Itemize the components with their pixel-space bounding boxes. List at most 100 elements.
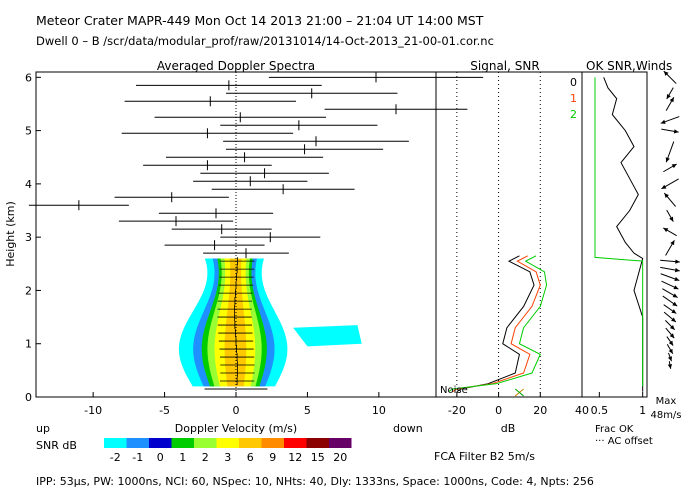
snr-legend-2: 2 xyxy=(570,108,577,121)
wind-arrow-head xyxy=(672,301,678,307)
colorbar-tick-label: -2 xyxy=(110,451,121,464)
snr-marks: 0 1 2 xyxy=(448,72,577,397)
snr-x-tick-label: -20 xyxy=(448,404,466,417)
snr-legend-1: 1 xyxy=(570,92,577,105)
snr-series-0 xyxy=(456,255,535,393)
snr-x-label: dB xyxy=(501,422,516,435)
wind-arrow-head xyxy=(663,227,669,233)
header-path: Dwell 0 – B /scr/data/modular_prof/raw/2… xyxy=(36,34,494,48)
wind-arrow-head xyxy=(671,309,677,314)
colorbar-tick-label: 0 xyxy=(157,451,164,464)
colorbar-tick-label: 3 xyxy=(224,451,231,464)
x-tick-label: 10 xyxy=(372,404,386,417)
y-tick-label: 1 xyxy=(25,338,32,351)
wind-arrow-head xyxy=(664,193,669,198)
wind-arrow-head xyxy=(674,276,680,282)
y-tick-label: 4 xyxy=(25,178,32,191)
colorbar-tick-label: 1 xyxy=(179,451,186,464)
down-label: down xyxy=(393,422,423,435)
wind-arrow-head xyxy=(666,94,671,100)
max-label: Max xyxy=(656,396,677,407)
y-axis-label: Height (km) xyxy=(4,201,17,267)
frac-series xyxy=(594,77,644,387)
snr-x-tick-label: 20 xyxy=(533,404,547,417)
colorbar-tick-label: 20 xyxy=(333,451,347,464)
wind-marks xyxy=(594,70,680,392)
colorbar-swatch xyxy=(194,438,217,448)
y-tick-label: 0 xyxy=(25,391,32,404)
wind-arrow-head xyxy=(667,356,673,362)
colorbar-tick-label: 9 xyxy=(269,451,276,464)
frac-ok-label: Frac OK xyxy=(595,424,634,435)
frac-series xyxy=(603,77,644,392)
colorbar-swatch xyxy=(104,438,127,448)
snr-x-tick-label: 40 xyxy=(575,404,589,417)
wind-arrow-head xyxy=(668,340,674,346)
spectra-snr-field xyxy=(178,258,362,387)
snr-title: Signal, SNR xyxy=(470,59,539,73)
snr-x-tick-label: 0 xyxy=(495,404,502,417)
up-label: up xyxy=(36,422,50,435)
frac-x-tick-label: 1 xyxy=(639,404,646,417)
x-tick-label: -10 xyxy=(84,404,102,417)
colorbar-tick-label: 15 xyxy=(311,451,325,464)
colorbar-swatch xyxy=(216,438,239,448)
snr-legend-0: 0 xyxy=(570,76,577,89)
colorbar-swatch xyxy=(261,438,284,448)
wind-arrow-head xyxy=(665,157,670,163)
wind-arrow-head xyxy=(661,184,667,189)
wind-arrow-head xyxy=(669,333,675,339)
wind-arrow-head xyxy=(667,364,673,369)
wind-arrow-head xyxy=(674,267,680,273)
snr-wing xyxy=(293,325,362,347)
colorbar-tick-label: 12 xyxy=(288,451,302,464)
footer-params: IPP: 53μs, PW: 1000ns, NCI: 60, NSpec: 1… xyxy=(36,475,594,488)
colorbar-swatch xyxy=(126,438,149,448)
colorbar: -2 -1 0 1 2 3 6 9 12 15 20 xyxy=(104,438,352,464)
colorbar-swatch xyxy=(306,438,329,448)
wind-arrow-head xyxy=(670,240,675,246)
y-tick-label: 6 xyxy=(25,71,32,84)
frac-x-tick-label: 0.5 xyxy=(591,404,609,417)
header-title: Meteor Crater MAPR-449 Mon Oct 14 2013 2… xyxy=(36,13,484,28)
noise-mark xyxy=(514,388,524,397)
snr-contour xyxy=(224,258,247,387)
wind-arrow-head xyxy=(673,285,679,290)
colorbar-tick-label: -1 xyxy=(132,451,143,464)
wind-arrow-head xyxy=(668,348,673,354)
colorbar-tick-label: 6 xyxy=(247,451,254,464)
snr-series-2 xyxy=(448,255,548,393)
spectra-title: Averaged Doppler Spectra xyxy=(157,59,315,73)
x-tick-label: 5 xyxy=(304,404,311,417)
wind-arrow-head xyxy=(675,259,680,264)
colorbar-swatch xyxy=(239,438,262,448)
y-tick-label: 2 xyxy=(25,284,32,297)
noise-label: Noise xyxy=(440,385,468,396)
wind-arrow-head xyxy=(671,317,676,323)
x-tick-label: -5 xyxy=(159,404,170,417)
x-axis-label: Doppler Velocity (m/s) xyxy=(175,422,297,435)
wind-arrow-head xyxy=(663,71,669,76)
max-value: 48m/s xyxy=(650,410,681,421)
frac-frame xyxy=(581,71,648,398)
winds-title: OK SNR,Winds xyxy=(586,59,672,73)
wind-arrow-head xyxy=(660,119,666,124)
wind-arrow-head xyxy=(671,164,677,169)
wind-arrow-head xyxy=(673,129,679,134)
wind-arrow-head xyxy=(669,216,674,222)
colorbar-label: SNR dB xyxy=(36,439,77,452)
colorbar-swatch xyxy=(149,438,172,448)
wind-arrow-head xyxy=(669,325,675,330)
colorbar-swatch xyxy=(284,438,307,448)
colorbar-tick-label: 2 xyxy=(202,451,209,464)
colorbar-swatch xyxy=(329,438,352,448)
colorbar-swatch xyxy=(171,438,194,448)
x-tick-label: 0 xyxy=(233,404,240,417)
fca-filter-label: FCA Filter B2 5m/s xyxy=(434,450,535,463)
y-tick-label: 5 xyxy=(25,125,32,138)
ac-offset-label: ··· AC offset xyxy=(595,436,653,447)
wind-arrow-head xyxy=(672,293,678,298)
wind-arrow-head xyxy=(669,97,674,103)
